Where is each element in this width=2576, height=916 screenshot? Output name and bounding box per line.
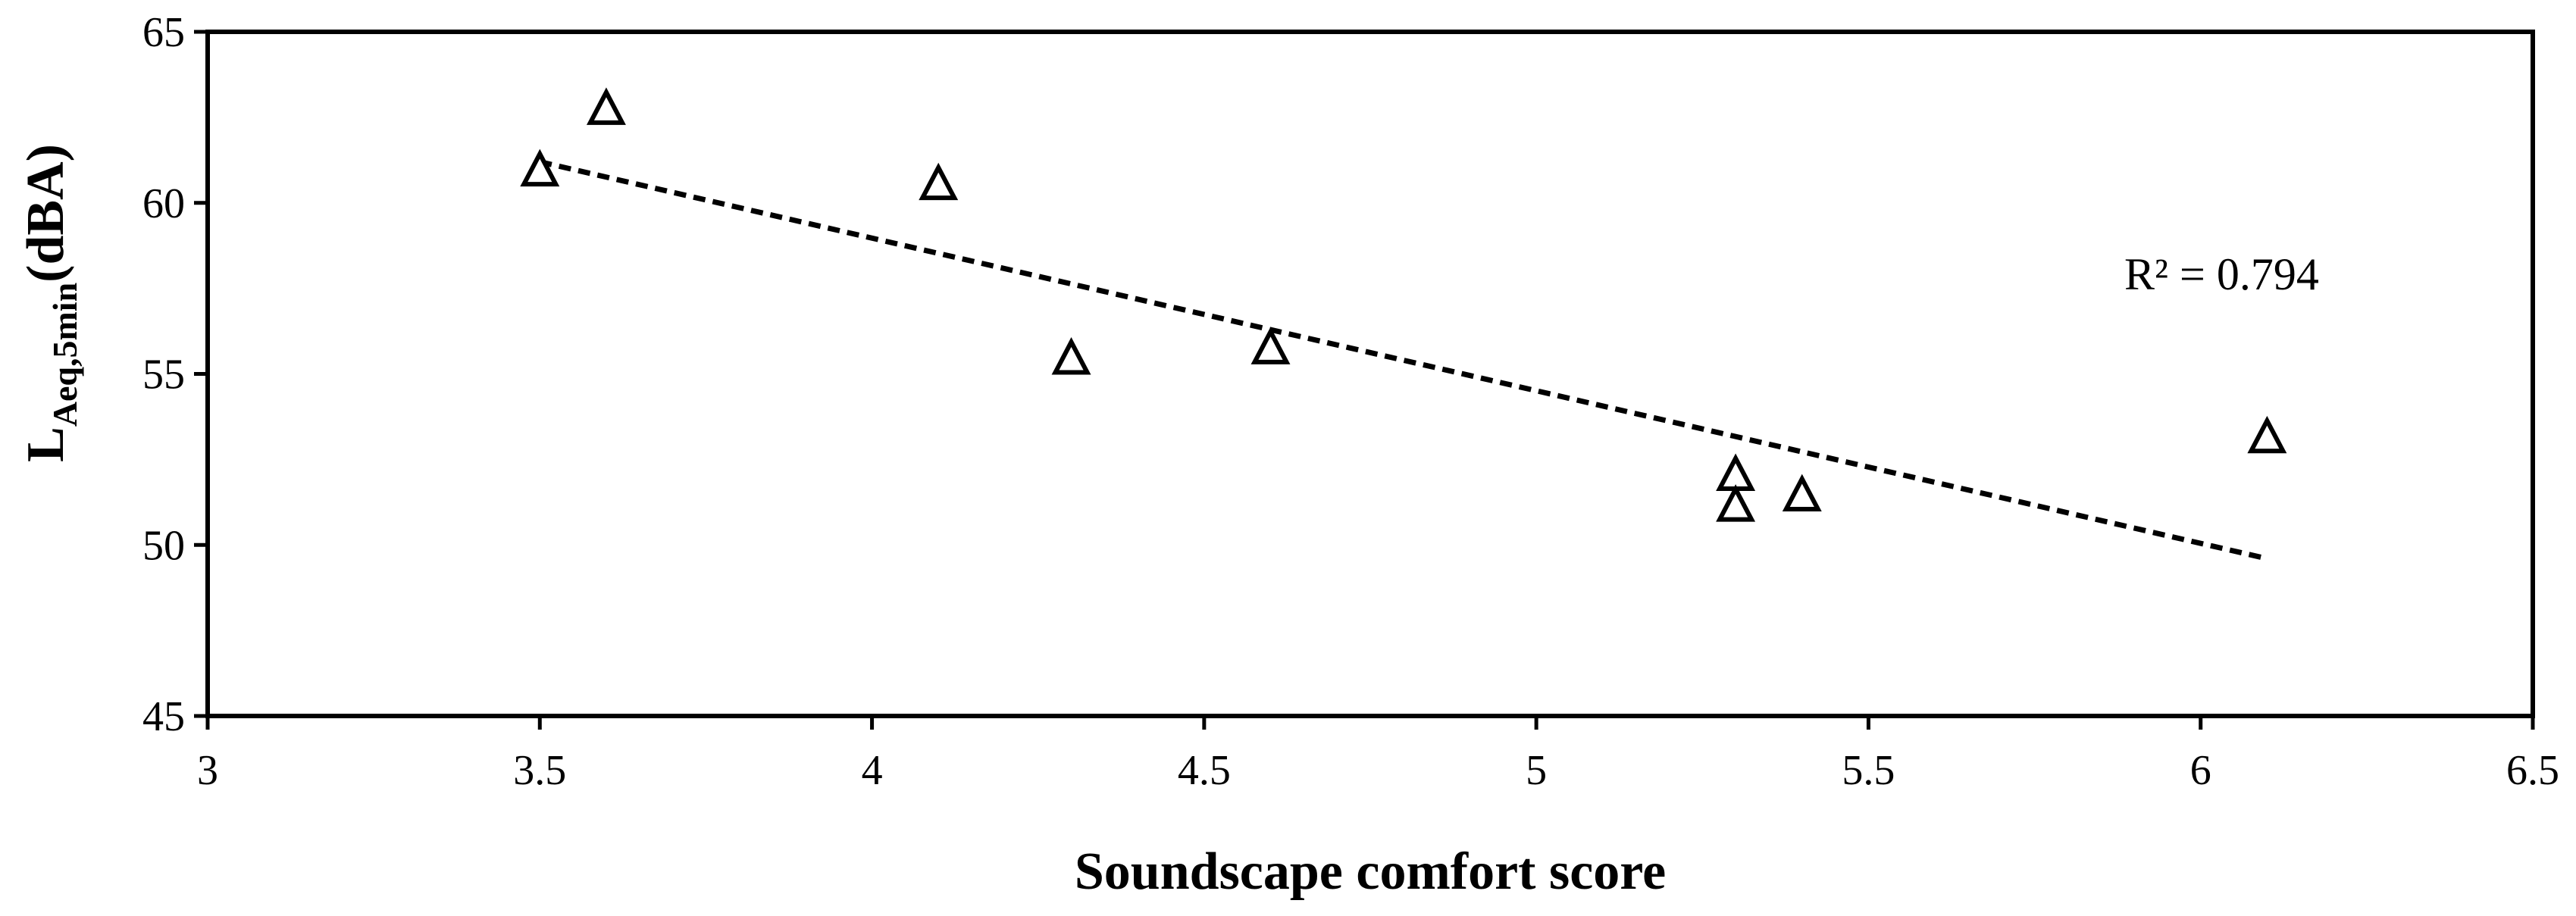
y-tick-label: 45 — [142, 693, 185, 740]
data-point — [1782, 474, 1822, 512]
data-point — [520, 148, 560, 187]
x-tick-label: 6 — [2190, 747, 2211, 794]
y-axis-ticks — [194, 30, 208, 718]
y-axis-title-main: L — [17, 427, 75, 462]
x-tick-label: 5 — [1526, 747, 1547, 794]
x-axis-ticks — [205, 716, 2535, 730]
y-axis-title: LAeq,5min(dBA) — [17, 144, 84, 462]
y-axis-title-subscript: Aeq,5min — [45, 283, 84, 427]
data-points — [520, 87, 2287, 522]
y-axis-title-suffix: (dBA) — [17, 144, 75, 283]
data-point — [1716, 453, 1756, 491]
y-tick-label: 55 — [142, 352, 185, 399]
x-tick-label: 4.5 — [1178, 747, 1231, 794]
r-squared-annotation: R² = 0.794 — [2124, 249, 2319, 299]
data-point — [586, 87, 626, 125]
x-tick-label: 5.5 — [1842, 747, 1895, 794]
data-point — [1051, 336, 1091, 375]
x-tick-label: 4 — [862, 747, 883, 794]
data-point — [919, 162, 959, 201]
x-tick-label: 3 — [197, 747, 218, 794]
x-tick-label: 3.5 — [513, 747, 566, 794]
trendline — [539, 159, 2268, 561]
data-point — [1250, 327, 1291, 364]
data-point — [1716, 484, 1756, 522]
x-tick-label: 6.5 — [2506, 747, 2559, 794]
y-axis-tick-labels: 45 50 55 60 65 — [142, 9, 185, 740]
x-axis-tick-labels: 3 3.5 4 4.5 5 5.5 6 6.5 — [197, 747, 2559, 794]
x-axis-title: Soundscape comfort score — [1075, 843, 1666, 901]
y-tick-label: 50 — [142, 522, 185, 569]
y-tick-label: 65 — [142, 9, 185, 56]
plot-area-frame — [205, 30, 2535, 718]
data-point — [2247, 415, 2287, 454]
y-tick-label: 60 — [142, 180, 185, 227]
